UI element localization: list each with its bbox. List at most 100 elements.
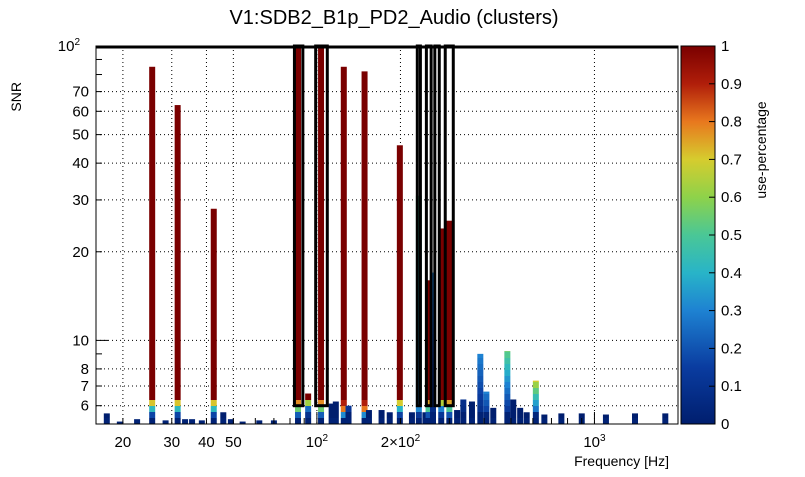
histogram-cell <box>175 178 181 184</box>
histogram-column <box>477 354 483 424</box>
histogram-cell <box>341 142 347 148</box>
histogram-cell <box>175 322 181 328</box>
histogram-cell <box>149 298 155 304</box>
colorbar-tick-label: 0 <box>721 416 729 433</box>
histogram-cell <box>341 208 347 214</box>
histogram-cell <box>175 160 181 166</box>
histogram-cell <box>362 100 368 106</box>
histogram-cell <box>341 112 347 118</box>
histogram-cell <box>175 388 181 394</box>
histogram-cell <box>318 352 324 358</box>
histogram-cell <box>318 394 324 400</box>
histogram-cell <box>362 208 368 214</box>
histogram-cell <box>318 328 324 334</box>
histogram-column <box>446 221 452 424</box>
histogram-cell <box>189 419 195 424</box>
histogram-cell <box>504 406 510 412</box>
histogram-cell <box>175 376 181 382</box>
histogram-cell <box>362 268 368 274</box>
histogram-cell <box>558 413 564 418</box>
histogram-cell <box>341 322 347 328</box>
histogram-cell <box>149 286 155 292</box>
histogram-cell <box>504 358 510 364</box>
histogram-column <box>533 381 539 424</box>
histogram-cell <box>366 412 372 418</box>
histogram-cell <box>175 148 181 154</box>
histogram-cell <box>362 370 368 376</box>
histogram-cell <box>379 410 385 412</box>
histogram-cell <box>175 352 181 358</box>
histogram-cell <box>362 172 368 178</box>
histogram-cell <box>341 106 347 112</box>
histogram-cell <box>504 412 510 418</box>
histogram-cell <box>211 412 217 418</box>
histogram-cell <box>460 399 466 400</box>
histogram-cell <box>362 244 368 250</box>
histogram-column <box>189 419 195 424</box>
histogram-cell <box>362 298 368 304</box>
histogram-column <box>149 67 155 424</box>
histogram-cell <box>533 381 539 382</box>
histogram-cell <box>632 418 638 424</box>
histogram-cell <box>149 172 155 178</box>
histogram-cell <box>477 394 483 400</box>
histogram-cell <box>662 418 668 424</box>
histogram-cell <box>341 358 347 364</box>
histogram-cell <box>446 244 452 250</box>
histogram-cell <box>446 221 452 226</box>
histogram-cell <box>533 400 539 406</box>
y-tick-label: 7 <box>81 378 89 395</box>
histogram-cell <box>318 208 324 214</box>
histogram-cell <box>341 304 347 310</box>
histogram-cell <box>211 358 217 364</box>
histogram-cell <box>149 358 155 364</box>
histogram-cell <box>397 400 403 406</box>
histogram-cell <box>175 406 181 412</box>
histogram-cell <box>446 370 452 376</box>
histogram-cell <box>175 244 181 250</box>
histogram-cell <box>341 202 347 208</box>
histogram-cell <box>362 352 368 358</box>
histogram-column <box>362 71 368 424</box>
histogram-cell <box>362 118 368 124</box>
histogram-cell <box>341 124 347 130</box>
histogram-column <box>318 46 324 424</box>
y-tick-label: 102 <box>58 37 81 55</box>
x-tick-exponent: 2 <box>415 433 421 444</box>
histogram-column <box>460 399 466 424</box>
histogram-cell <box>149 184 155 190</box>
x-tick-label: 2×102 <box>381 433 421 451</box>
histogram-cell <box>517 412 523 418</box>
histogram-cell <box>454 418 460 424</box>
histogram-cell <box>149 346 155 352</box>
histogram-cell <box>318 172 324 178</box>
histogram-cell <box>603 415 609 418</box>
histogram-cell <box>175 105 181 106</box>
histogram-cell <box>397 418 403 424</box>
histogram-cell <box>469 412 475 418</box>
histogram-cell <box>362 202 368 208</box>
histogram-cell <box>211 298 217 304</box>
histogram-cell <box>318 76 324 82</box>
chart-title: V1:SDB2_B1p_PD2_Audio (clusters) <box>229 7 558 29</box>
histogram-cell <box>149 280 155 286</box>
histogram-cell <box>362 394 368 400</box>
histogram-cell <box>149 148 155 154</box>
histogram-cell <box>346 412 352 418</box>
histogram-cell <box>397 244 403 250</box>
histogram-cell <box>454 410 460 412</box>
histogram-cell <box>341 382 347 388</box>
histogram-column <box>256 420 262 424</box>
histogram-cell <box>341 136 347 142</box>
colorbar-tick-label: 0.7 <box>721 151 742 168</box>
histogram-cell <box>446 340 452 346</box>
histogram-cell <box>318 316 324 322</box>
histogram-cell <box>149 394 155 400</box>
histogram-cell <box>469 402 475 406</box>
histogram-cell <box>397 250 403 256</box>
histogram-cell <box>362 304 368 310</box>
histogram-cell <box>504 351 510 352</box>
x-axis-label: Frequency [Hz] <box>574 453 669 469</box>
histogram-cell <box>211 316 217 322</box>
histogram-cell <box>318 364 324 370</box>
